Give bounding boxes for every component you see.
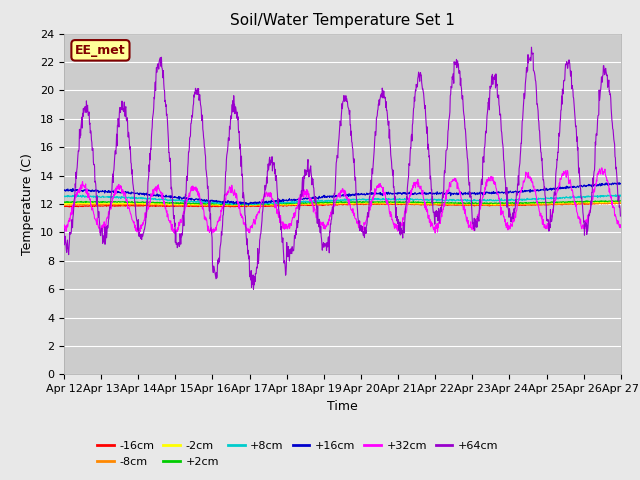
Legend: -16cm, -8cm, -2cm, +2cm, +8cm, +16cm, +32cm, +64cm: -16cm, -8cm, -2cm, +2cm, +8cm, +16cm, +3…: [93, 437, 503, 471]
Title: Soil/Water Temperature Set 1: Soil/Water Temperature Set 1: [230, 13, 455, 28]
Y-axis label: Temperature (C): Temperature (C): [22, 153, 35, 255]
X-axis label: Time: Time: [327, 400, 358, 413]
Text: EE_met: EE_met: [75, 44, 126, 57]
